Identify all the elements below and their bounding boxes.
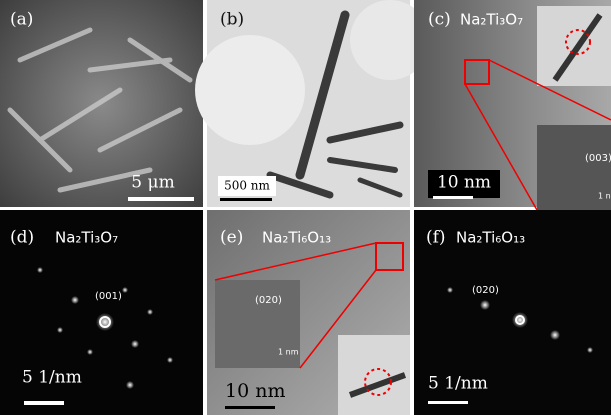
scale-bar-label: 500 nm (224, 179, 270, 193)
inset-scale-label: 1 n (598, 192, 611, 201)
plane-label: (020) (255, 295, 282, 306)
spot-label: (001) (95, 291, 122, 302)
panel-label: (a) (10, 10, 33, 30)
scale-bar-label: 5 1/nm (428, 374, 488, 394)
panel-label: (f) (426, 228, 446, 248)
panel-label: (c) (428, 10, 451, 30)
compound: Na₂Ti₃O₇ (55, 229, 118, 247)
panel-d: (d) Na₂Ti₃O₇ (001) 5 1/nm (0, 210, 203, 415)
scale-bar-label: 5 μm (131, 173, 174, 193)
scale-bar-label: 10 nm (437, 173, 491, 193)
scale-bar-label: 5 1/nm (22, 368, 82, 388)
scale-bar-label: 10 nm (225, 380, 285, 402)
compound: Na₂Ti₆O₁₃ (456, 229, 525, 247)
panel-label: (b) (220, 10, 244, 30)
panel-label: (d) (10, 228, 34, 248)
panel-e: (e) Na₂Ti₆O₁₃ (020) 1 nm 10 nm (207, 210, 410, 415)
compound: Na₂Ti₃O₇ (460, 11, 523, 29)
plane-label: (003) (585, 153, 611, 164)
inset-scale-label: 1 nm (278, 348, 299, 357)
panel-c: (c) Na₂Ti₃O₇ (003) 1 n 10 nm (414, 0, 611, 211)
compound: Na₂Ti₆O₁₃ (262, 229, 331, 247)
panel-a: (a) 5 μm (0, 0, 203, 207)
spot-label: (020) (472, 285, 499, 296)
panel-b: (b) 500 nm (195, 0, 430, 207)
panel-label: (e) (220, 228, 243, 248)
panel-f: (f) Na₂Ti₆O₁₃ (020) 5 1/nm (414, 210, 611, 415)
